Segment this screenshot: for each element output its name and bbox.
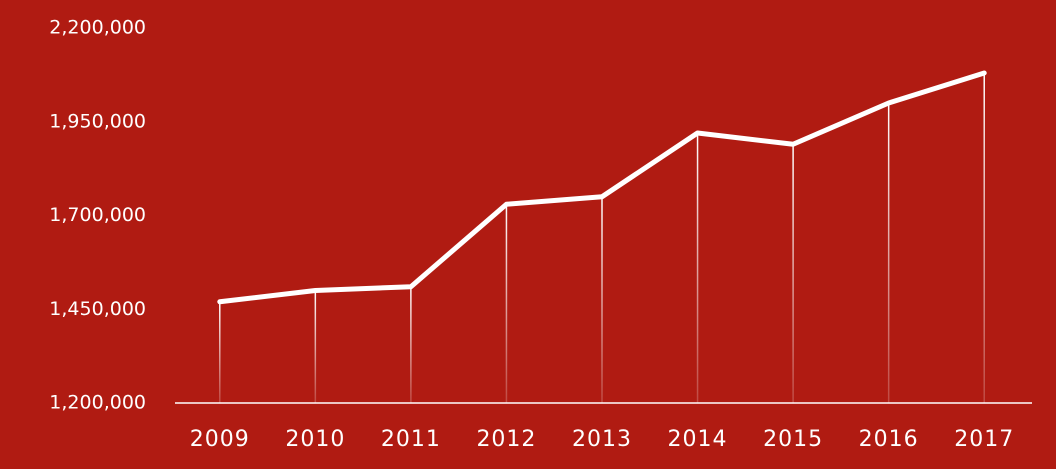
drop-line bbox=[601, 196, 603, 403]
drop-line bbox=[505, 204, 508, 403]
y-tick-label: 1,200,000 bbox=[49, 392, 146, 414]
drop-line bbox=[983, 73, 985, 403]
drop-line bbox=[219, 301, 221, 403]
y-tick-label: 1,450,000 bbox=[49, 298, 146, 320]
x-tick-label: 2009 bbox=[190, 427, 250, 452]
line bbox=[217, 70, 987, 305]
x-tick-label: 2015 bbox=[763, 427, 823, 452]
drop-line bbox=[314, 290, 317, 403]
x-tick-label: 2017 bbox=[954, 427, 1014, 452]
drop-line bbox=[792, 144, 794, 403]
y-tick-label: 2,200,000 bbox=[49, 17, 146, 39]
drop-line bbox=[887, 103, 890, 403]
x-tick-label: 2010 bbox=[285, 427, 345, 452]
drop-line bbox=[410, 286, 412, 403]
y-tick-label: 1,700,000 bbox=[49, 204, 146, 226]
x-tick-label: 2016 bbox=[859, 427, 919, 452]
x-tick-label: 2012 bbox=[476, 427, 536, 452]
x-tick-label: 2013 bbox=[572, 427, 632, 452]
x-tick-label: 2014 bbox=[668, 427, 728, 452]
y-tick-label: 1,950,000 bbox=[49, 110, 146, 132]
x-tick-label: 2011 bbox=[381, 427, 441, 452]
drop-line bbox=[696, 133, 699, 403]
